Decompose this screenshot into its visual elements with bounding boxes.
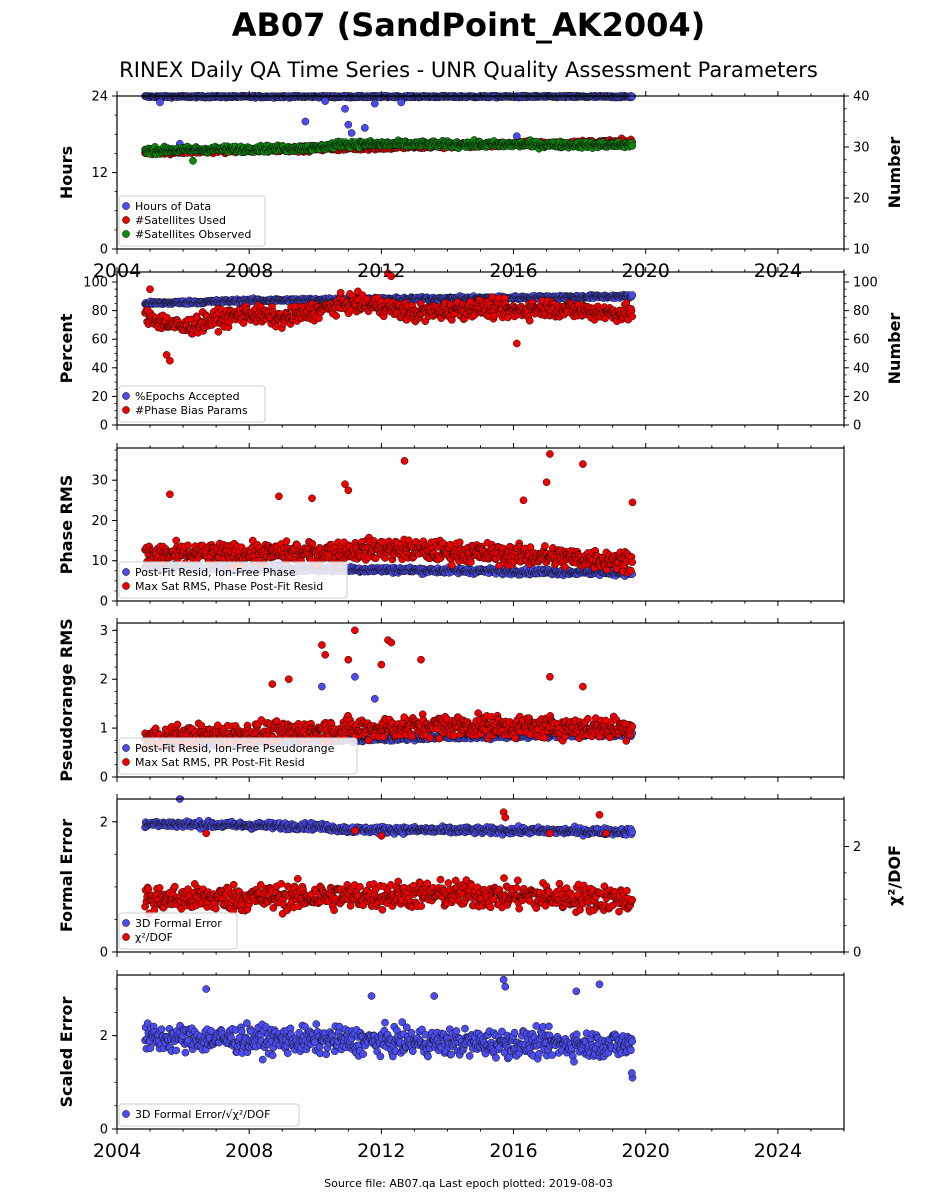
data-point — [504, 313, 512, 322]
data-point — [336, 288, 345, 297]
y-tick-label: 40 — [91, 361, 108, 376]
y2-axis-label: Number — [885, 137, 904, 209]
legend-label: #Satellites Used — [135, 214, 226, 227]
data-point — [146, 285, 154, 294]
legend-marker — [122, 230, 130, 238]
series-2 — [141, 450, 637, 577]
data-point — [189, 156, 197, 165]
y-tick-label: 0 — [100, 419, 108, 434]
y-tick-label: 80 — [91, 304, 108, 319]
data-point — [360, 124, 369, 132]
data-points — [141, 450, 637, 580]
data-points — [141, 92, 637, 165]
data-point — [347, 129, 356, 137]
data-point — [370, 99, 379, 108]
data-point — [628, 142, 637, 150]
data-point — [628, 312, 637, 321]
y2-tick-label: 20 — [853, 192, 870, 207]
legend-label: %Epochs Accepted — [135, 390, 240, 403]
legend-marker — [122, 406, 130, 414]
y-tick-label: 0 — [100, 243, 108, 258]
y2-tick-label: 60 — [853, 333, 870, 348]
legend-marker — [122, 202, 130, 210]
y-axis-label: Percent — [57, 313, 76, 383]
y2-tick-label: 30 — [853, 141, 870, 156]
data-point — [282, 537, 291, 545]
y2-tick-label: 10 — [853, 243, 870, 258]
legend: Hours of Data#Satellites Used#Satellites… — [118, 195, 266, 247]
y-tick-label: 20 — [91, 390, 108, 405]
data-point — [628, 291, 637, 299]
y-tick-label: 12 — [91, 166, 108, 181]
legend-marker — [122, 216, 130, 224]
y2-axis-label: Number — [885, 313, 904, 385]
data-point — [214, 327, 223, 336]
data-points — [141, 269, 637, 365]
panel-2: 0 20 40 60 80 100 0 20 40 60 80 100 Number Percent %Ep… — [57, 267, 904, 434]
data-point — [344, 120, 353, 129]
y-tick-label: 24 — [91, 90, 108, 105]
legend: %Epochs Accepted#Phase Bias Params — [118, 385, 266, 423]
data-point — [332, 312, 340, 320]
data-point — [184, 541, 192, 550]
y2-tick-label: 0 — [853, 419, 861, 434]
data-point — [156, 98, 164, 107]
y2-tick-label: 20 — [853, 390, 870, 405]
y2-tick-label: 40 — [853, 90, 870, 105]
data-point — [166, 356, 174, 365]
series-2 — [141, 269, 637, 365]
data-point — [321, 97, 330, 105]
y2-tick-label: 40 — [853, 361, 870, 376]
figure-title: AB07 (SandPoint_AK2004) — [231, 6, 706, 44]
y-tick-label: 60 — [91, 333, 108, 348]
y2-tick-label: 100 — [853, 276, 878, 291]
series-3 — [141, 136, 637, 165]
legend-label: Hours of Data — [135, 200, 211, 213]
data-point — [387, 272, 396, 281]
data-point — [301, 117, 310, 126]
data-point — [525, 316, 534, 325]
figure-subtitle: RINEX Daily QA Time Series - UNR Quality… — [119, 58, 818, 82]
legend-label: #Satellites Observed — [135, 228, 251, 241]
y-axis-label: Hours — [57, 146, 76, 199]
panel-1: 2004 2008 2012 2016 2020 20240122410203040Num… — [57, 90, 904, 283]
legend-label: #Phase Bias Params — [135, 404, 248, 417]
data-point — [172, 536, 181, 545]
y-tick-label: 100 — [83, 276, 108, 291]
y2-tick-label: 80 — [853, 304, 870, 319]
legend-marker — [122, 392, 130, 400]
data-point — [512, 339, 521, 348]
data-point — [341, 104, 349, 113]
data-point — [397, 98, 406, 107]
